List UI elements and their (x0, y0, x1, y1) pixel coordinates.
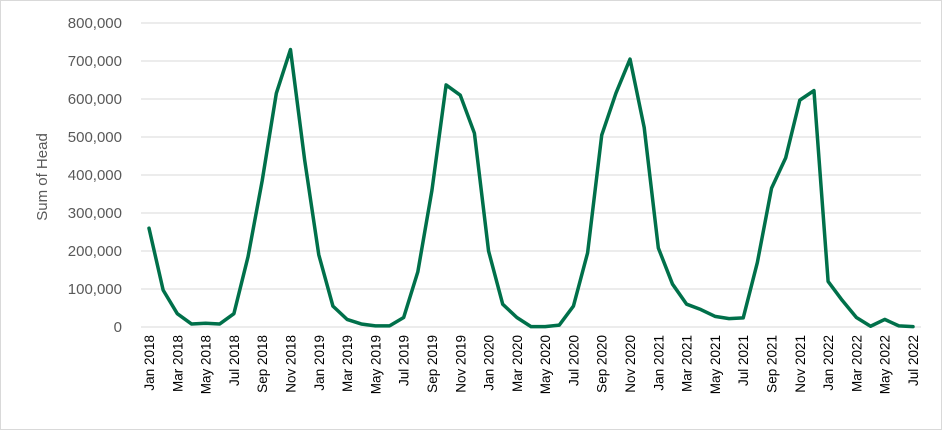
x-tick-label: Jul 2018 (227, 335, 242, 386)
x-tick-label: Sep 2020 (595, 335, 610, 393)
y-tick-label: 700,000 (68, 53, 122, 70)
y-axis-title: Sum of Head (34, 133, 51, 221)
y-tick-label: 500,000 (68, 129, 122, 146)
y-tick-label: 600,000 (68, 91, 122, 108)
y-tick-label: 800,000 (68, 15, 122, 32)
gridlines (141, 22, 921, 328)
x-tick-label: Mar 2022 (849, 335, 864, 392)
series-layer (147, 47, 915, 329)
y-tick-label: 0 (114, 319, 122, 336)
x-tick-label: Jan 2021 (651, 335, 666, 391)
y-tick-label: 400,000 (68, 167, 122, 184)
y-tick-label: 100,000 (68, 281, 122, 298)
x-tick-label: Mar 2018 (170, 335, 185, 392)
y-axis-ticks: 0 100,000 200,000 300,000 400,000 500,000 600,… (68, 15, 122, 336)
x-tick-label: Jan 2020 (482, 335, 497, 391)
x-tick-label: Mar 2020 (510, 335, 525, 392)
x-tick-label: Sep 2019 (425, 335, 440, 393)
x-tick-label: May 2018 (199, 335, 214, 394)
x-tick-label: Nov 2020 (623, 335, 638, 393)
x-tick-label: Sep 2021 (765, 335, 780, 393)
x-tick-label: Nov 2018 (283, 335, 298, 393)
x-tick-label: Mar 2021 (680, 335, 695, 392)
x-tick-label: Mar 2019 (340, 335, 355, 392)
x-tick-label: May 2019 (368, 335, 383, 394)
x-tick-label: Nov 2019 (453, 335, 468, 393)
x-tick-label: May 2020 (538, 335, 553, 394)
x-tick-label: May 2022 (878, 335, 893, 394)
x-tick-label: Sep 2018 (255, 335, 270, 393)
y-tick-label: 300,000 (68, 205, 122, 222)
series-line (147, 47, 915, 329)
x-tick-label: Jul 2021 (736, 335, 751, 386)
x-axis-ticks: Jan 2018 Mar 2018 May 2018 Jul 2018 Sep 2018… (142, 335, 921, 394)
x-tick-label: May 2021 (708, 335, 723, 394)
x-tick-label: Jan 2022 (821, 335, 836, 391)
x-tick-label: Jul 2020 (566, 335, 581, 386)
x-tick-label: Jan 2018 (142, 335, 157, 391)
x-tick-label: Nov 2021 (793, 335, 808, 393)
x-tick-label: Jan 2019 (312, 335, 327, 391)
x-tick-label: Jul 2019 (397, 335, 412, 386)
x-tick-label: Jul 2022 (906, 335, 921, 386)
y-tick-label: 200,000 (68, 243, 122, 260)
